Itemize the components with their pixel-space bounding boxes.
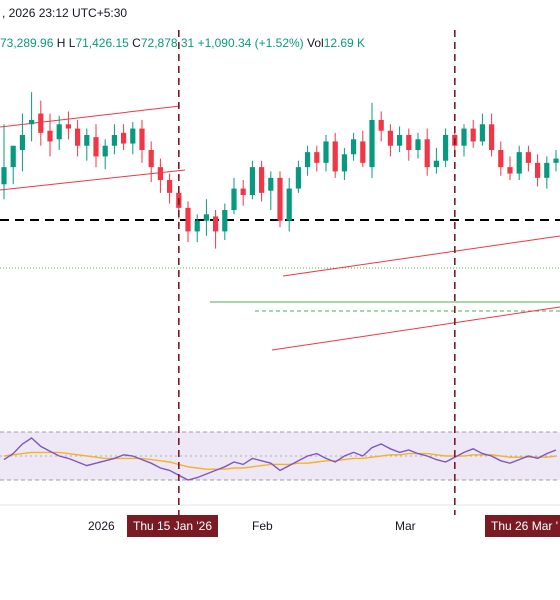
candle-body xyxy=(443,135,449,161)
candle-body xyxy=(387,130,393,146)
x-label-feb: Feb xyxy=(252,519,273,533)
candle-body xyxy=(249,167,255,195)
candle-body xyxy=(360,141,366,163)
candle-body xyxy=(213,216,219,232)
candle-body xyxy=(240,188,246,195)
volume-label: Vol xyxy=(307,36,324,50)
candle-body xyxy=(277,177,283,221)
candle-body xyxy=(222,210,228,232)
candle-body xyxy=(130,128,136,144)
candle-body xyxy=(406,135,412,150)
candle-body xyxy=(111,135,117,146)
candle-body xyxy=(314,152,320,163)
low-label: L xyxy=(68,36,76,50)
rsi-ma-line xyxy=(3,451,557,470)
candle-body xyxy=(378,120,384,131)
candle-body xyxy=(535,162,541,178)
candle-body xyxy=(259,167,265,193)
candle-body xyxy=(93,137,99,157)
candle-body xyxy=(121,132,127,144)
candle-body xyxy=(148,150,154,168)
open-value: 73,289.96 xyxy=(0,36,54,50)
candle-body xyxy=(65,124,71,129)
candle-body xyxy=(231,188,237,210)
candle-body xyxy=(470,128,476,142)
header-datetime: , 2026 23:12 UTC+5:30 xyxy=(2,6,128,20)
candle-body xyxy=(553,158,559,163)
high-label: H xyxy=(56,36,66,50)
candle-body xyxy=(268,177,274,191)
candle-body xyxy=(19,135,25,150)
candle-body xyxy=(369,120,375,168)
candle-body xyxy=(157,167,163,180)
candle-body xyxy=(194,220,200,232)
candle-body xyxy=(433,160,439,168)
channel-1-lower xyxy=(0,169,186,191)
candle-body xyxy=(461,128,467,146)
crosshair-date-badge-1: Thu 15 Jan '26 xyxy=(127,515,219,537)
close-label: C xyxy=(132,36,141,50)
candle-body xyxy=(341,154,347,172)
channel-2-lower xyxy=(271,306,560,351)
crosshair-date-badge-2: Thu 26 Mar ' xyxy=(485,515,560,537)
candle-body xyxy=(84,135,90,146)
candle-body xyxy=(415,139,421,150)
candle-body xyxy=(56,124,62,140)
change-value: +1,090.34 (+1.52%) xyxy=(197,36,304,50)
rsi-line xyxy=(3,437,557,481)
channel-2-upper xyxy=(282,235,560,277)
candle-body xyxy=(424,139,430,168)
x-label-mar: Mar xyxy=(395,519,416,533)
x-label-year: 2026 xyxy=(88,519,115,533)
candle-body xyxy=(102,145,108,157)
candle-body xyxy=(295,167,301,189)
candle-body xyxy=(498,150,504,168)
candle-body xyxy=(47,130,53,142)
candle-body xyxy=(479,124,485,142)
candle-body xyxy=(38,113,44,133)
candle-body xyxy=(286,188,292,221)
candle-body xyxy=(203,214,209,221)
candle-body xyxy=(305,152,311,168)
candle-body xyxy=(29,120,35,125)
volume-value: 12.69 K xyxy=(323,36,366,50)
candle-body xyxy=(1,167,7,185)
ohlc-row: 73,289.96 H L71,426.15 C72,878.31 +1,090… xyxy=(0,36,365,50)
channel-1-upper xyxy=(0,105,181,128)
candle-body xyxy=(10,145,16,168)
candle-body xyxy=(351,139,357,155)
candle-body xyxy=(489,124,495,150)
candle-body xyxy=(75,128,81,146)
candle-body xyxy=(516,152,522,174)
low-value: 71,426.15 xyxy=(75,36,129,50)
candle-body xyxy=(544,162,550,178)
candle-body xyxy=(332,141,338,172)
candle-body xyxy=(507,167,513,174)
close-value: 72,878.31 xyxy=(140,36,195,50)
candle-body xyxy=(323,141,329,163)
candle-body xyxy=(139,128,145,150)
candle-body xyxy=(397,135,403,146)
candle-body xyxy=(185,207,191,232)
candle-body xyxy=(525,152,531,163)
candle-body xyxy=(167,180,173,193)
